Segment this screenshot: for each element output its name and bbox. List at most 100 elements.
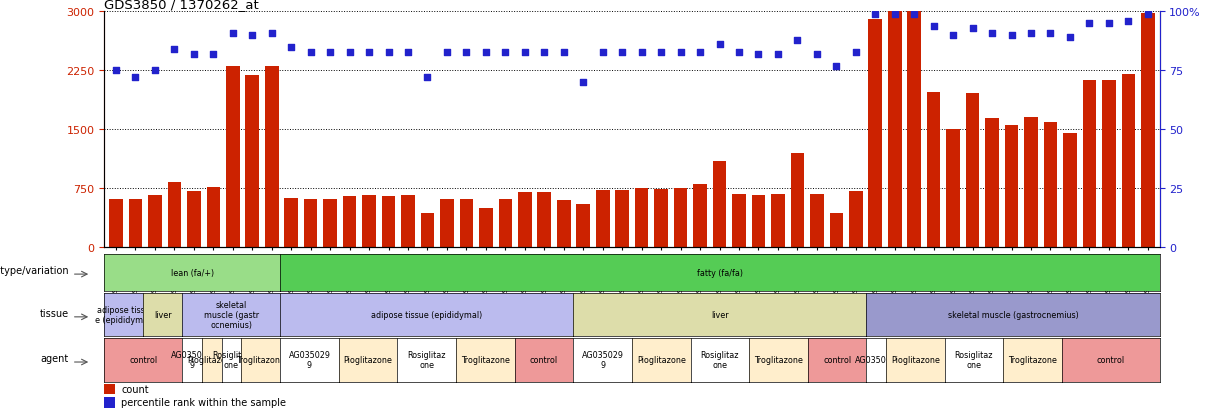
Bar <box>771 195 785 248</box>
Point <box>593 49 612 56</box>
Bar <box>985 119 999 248</box>
Bar <box>187 191 201 248</box>
Bar <box>926 93 940 248</box>
Text: skeletal muscle (gastrocnemius): skeletal muscle (gastrocnemius) <box>947 311 1079 319</box>
Bar <box>654 190 667 248</box>
Point <box>885 12 904 18</box>
Text: skeletal
muscle (gastr
ocnemius): skeletal muscle (gastr ocnemius) <box>204 301 259 329</box>
Bar <box>1082 81 1096 248</box>
Bar <box>168 183 182 248</box>
Text: agent: agent <box>40 353 69 363</box>
Bar <box>129 199 142 248</box>
Point <box>320 49 340 56</box>
Point <box>691 49 710 56</box>
Text: Troglitazone: Troglitazone <box>755 356 802 364</box>
Point <box>944 33 963 39</box>
Text: Rosiglitaz
one: Rosiglitaz one <box>212 351 250 369</box>
Text: Rosiglitaz
one: Rosiglitaz one <box>701 351 739 369</box>
Text: control: control <box>823 356 852 364</box>
Text: Troglitazone: Troglitazone <box>461 356 509 364</box>
Point <box>983 30 1002 37</box>
Point <box>281 45 301 51</box>
Point <box>652 49 671 56</box>
Text: AG035029
9: AG035029 9 <box>582 351 623 369</box>
Bar <box>1044 122 1058 248</box>
Bar <box>537 192 551 248</box>
Bar <box>1025 118 1038 248</box>
Bar <box>440 199 454 248</box>
Text: liver: liver <box>710 311 729 319</box>
Bar <box>382 197 395 248</box>
Point <box>145 68 164 75</box>
Bar <box>245 76 259 248</box>
Point <box>184 52 204 58</box>
Bar <box>557 201 571 248</box>
Text: AG035029
9: AG035029 9 <box>172 351 213 369</box>
Point <box>360 49 379 56</box>
Point <box>301 49 320 56</box>
Text: Troglitazone: Troglitazone <box>1009 356 1056 364</box>
Point <box>1021 30 1040 37</box>
Point <box>963 26 983 32</box>
Point <box>243 33 263 39</box>
Point <box>164 47 184 53</box>
Bar <box>946 130 960 248</box>
Bar <box>206 188 220 248</box>
Bar <box>674 188 687 248</box>
Bar <box>324 199 337 248</box>
Bar <box>634 188 648 248</box>
Text: Rosiglitaz
one: Rosiglitaz one <box>955 351 993 369</box>
Text: percentile rank within the sample: percentile rank within the sample <box>121 397 286 407</box>
Bar <box>849 191 863 248</box>
Bar <box>616 190 629 248</box>
Text: genotype/variation: genotype/variation <box>0 266 69 276</box>
Text: Rosiglitaz
one: Rosiglitaz one <box>407 351 445 369</box>
Text: Pioglitazone: Pioglitazone <box>891 356 940 364</box>
Point <box>261 30 281 37</box>
Bar <box>966 94 979 248</box>
Point <box>612 49 632 56</box>
Bar <box>790 154 804 248</box>
Bar <box>518 192 531 248</box>
Text: Troglitazone: Troglitazone <box>236 356 285 364</box>
Point <box>845 49 865 56</box>
Bar <box>888 12 902 248</box>
Point <box>340 49 360 56</box>
Bar <box>265 66 279 248</box>
Bar <box>596 190 610 248</box>
Bar <box>693 185 707 248</box>
Bar <box>226 66 239 248</box>
Point <box>223 30 243 37</box>
Point <box>768 52 788 58</box>
Point <box>709 42 729 49</box>
Point <box>632 49 652 56</box>
Text: Pioglitazone: Pioglitazone <box>344 356 393 364</box>
Point <box>437 49 456 56</box>
Point <box>671 49 691 56</box>
Bar <box>498 199 512 248</box>
Point <box>807 52 827 58</box>
Bar <box>401 196 415 248</box>
Point <box>729 49 748 56</box>
Point <box>553 49 573 56</box>
Bar <box>1063 134 1077 248</box>
Point <box>107 68 126 75</box>
Bar <box>342 197 356 248</box>
Bar <box>148 196 162 248</box>
Point <box>476 49 496 56</box>
Bar <box>109 199 123 248</box>
Point <box>379 49 399 56</box>
Text: GDS3850 / 1370262_at: GDS3850 / 1370262_at <box>104 0 259 11</box>
Point <box>1099 21 1119 27</box>
Text: control: control <box>530 356 558 364</box>
Bar <box>421 213 434 248</box>
Text: count: count <box>121 384 150 394</box>
Bar <box>1102 81 1115 248</box>
Point <box>827 63 847 70</box>
Point <box>1137 12 1157 18</box>
Text: liver: liver <box>155 311 172 319</box>
Bar <box>460 199 474 248</box>
Point <box>904 12 924 18</box>
Point <box>535 49 555 56</box>
Bar <box>577 204 590 248</box>
